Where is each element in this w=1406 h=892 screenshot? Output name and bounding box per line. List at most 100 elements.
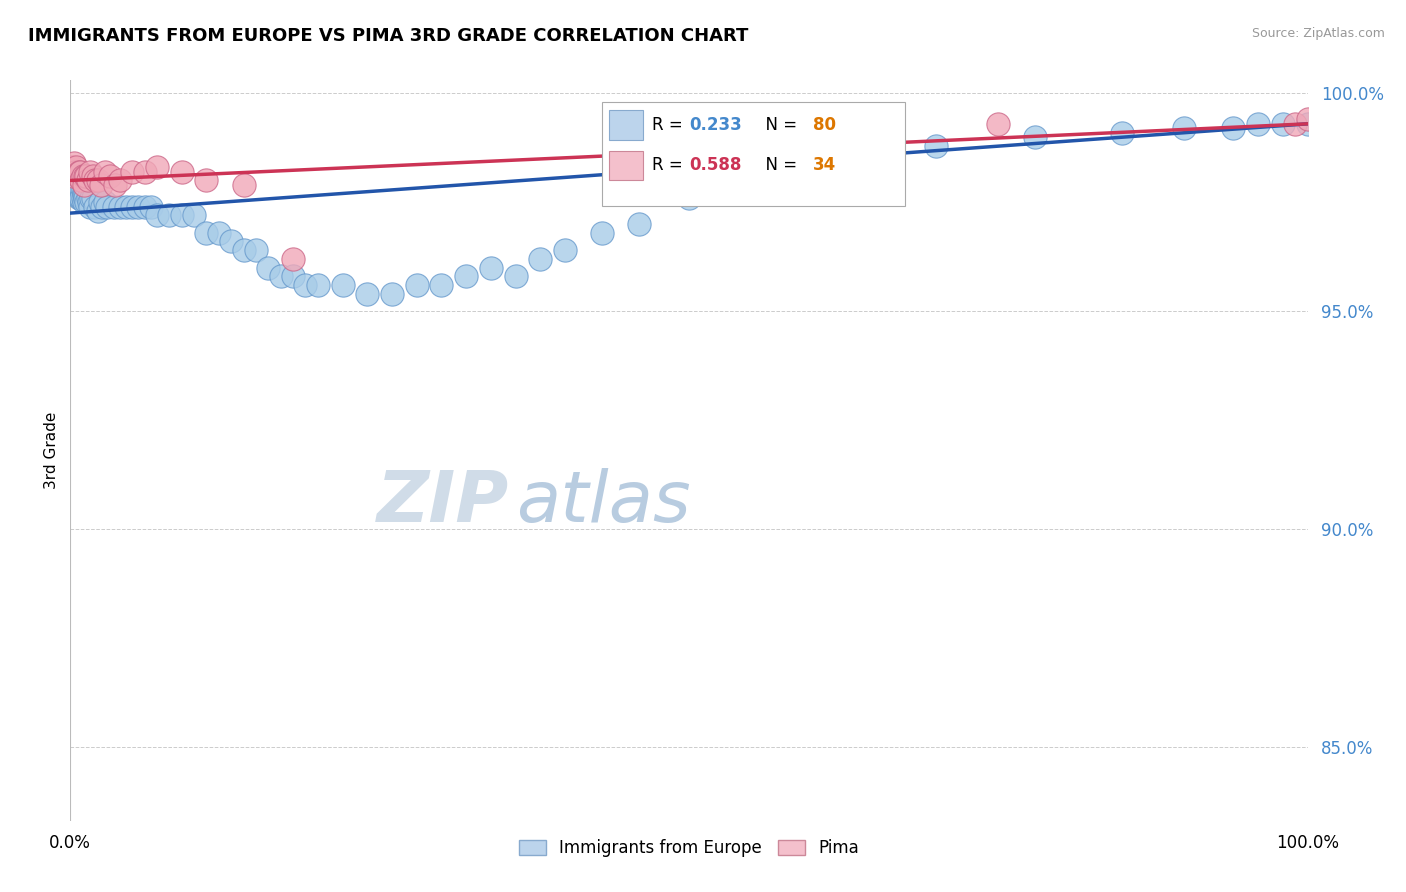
- Point: [863, 147, 886, 161]
- Point: [1271, 117, 1294, 131]
- Point: [65, 186, 87, 201]
- Point: [90, 178, 112, 192]
- Point: [63, 173, 86, 187]
- Point: [60, 161, 83, 175]
- Point: [456, 269, 478, 284]
- Point: [405, 277, 427, 292]
- Point: [72, 182, 94, 196]
- Point: [70, 173, 93, 187]
- Text: ZIP: ZIP: [377, 467, 509, 537]
- Point: [84, 200, 107, 214]
- Point: [82, 191, 104, 205]
- Point: [94, 195, 117, 210]
- Point: [134, 200, 156, 214]
- Legend: Immigrants from Europe, Pima: Immigrants from Europe, Pima: [512, 833, 866, 864]
- Text: R =: R =: [652, 116, 688, 134]
- Point: [70, 191, 93, 205]
- Text: N =: N =: [755, 156, 801, 175]
- Point: [63, 182, 86, 196]
- Point: [134, 165, 156, 179]
- FancyBboxPatch shape: [609, 110, 643, 139]
- Point: [73, 178, 96, 192]
- Point: [332, 277, 354, 292]
- Point: [678, 191, 700, 205]
- Point: [127, 200, 149, 214]
- Point: [157, 208, 180, 222]
- Text: 80: 80: [813, 116, 835, 134]
- Point: [75, 195, 97, 210]
- Point: [98, 169, 121, 183]
- Point: [740, 173, 762, 187]
- Point: [356, 286, 378, 301]
- Point: [82, 169, 104, 183]
- Point: [479, 260, 502, 275]
- Point: [76, 191, 98, 205]
- Point: [65, 182, 87, 196]
- Point: [79, 165, 101, 179]
- Point: [66, 173, 89, 187]
- Point: [281, 252, 304, 266]
- Point: [801, 156, 824, 170]
- Point: [170, 165, 193, 179]
- Point: [1222, 121, 1244, 136]
- Point: [232, 243, 254, 257]
- Point: [1296, 117, 1319, 131]
- Point: [307, 277, 329, 292]
- Point: [65, 161, 87, 175]
- Point: [232, 178, 254, 192]
- Point: [75, 191, 97, 205]
- Text: 34: 34: [813, 156, 837, 175]
- Point: [1173, 121, 1195, 136]
- Point: [628, 217, 651, 231]
- Point: [1284, 117, 1306, 131]
- Point: [554, 243, 576, 257]
- Point: [270, 269, 292, 284]
- FancyBboxPatch shape: [609, 151, 643, 180]
- Point: [1296, 112, 1319, 127]
- Point: [66, 182, 89, 196]
- Point: [69, 165, 91, 179]
- Point: [75, 169, 97, 183]
- FancyBboxPatch shape: [602, 103, 905, 206]
- Point: [195, 226, 218, 240]
- Point: [75, 169, 97, 183]
- Point: [86, 173, 108, 187]
- Point: [146, 208, 169, 222]
- Point: [65, 178, 87, 192]
- Point: [591, 226, 613, 240]
- Point: [987, 117, 1010, 131]
- Point: [62, 178, 84, 192]
- Point: [73, 186, 96, 201]
- Point: [60, 165, 83, 179]
- Point: [170, 208, 193, 222]
- Point: [69, 191, 91, 205]
- Point: [70, 182, 93, 196]
- Point: [67, 191, 90, 205]
- Point: [104, 178, 127, 192]
- Point: [89, 195, 111, 210]
- Point: [801, 138, 824, 153]
- Point: [1247, 117, 1270, 131]
- Text: N =: N =: [755, 116, 801, 134]
- Point: [62, 169, 84, 183]
- Point: [73, 195, 96, 210]
- Point: [67, 165, 90, 179]
- Point: [108, 173, 131, 187]
- Point: [381, 286, 404, 301]
- Text: Source: ZipAtlas.com: Source: ZipAtlas.com: [1251, 27, 1385, 40]
- Point: [219, 235, 242, 249]
- Point: [75, 186, 97, 201]
- Text: 0.233: 0.233: [689, 116, 742, 134]
- Point: [1111, 126, 1133, 140]
- Point: [115, 200, 138, 214]
- Point: [94, 165, 117, 179]
- Point: [430, 277, 453, 292]
- Point: [505, 269, 527, 284]
- Text: atlas: atlas: [516, 467, 690, 537]
- Point: [62, 169, 84, 183]
- Point: [63, 156, 86, 170]
- Point: [925, 138, 948, 153]
- Point: [86, 203, 108, 218]
- Text: R =: R =: [652, 156, 688, 175]
- Point: [103, 200, 125, 214]
